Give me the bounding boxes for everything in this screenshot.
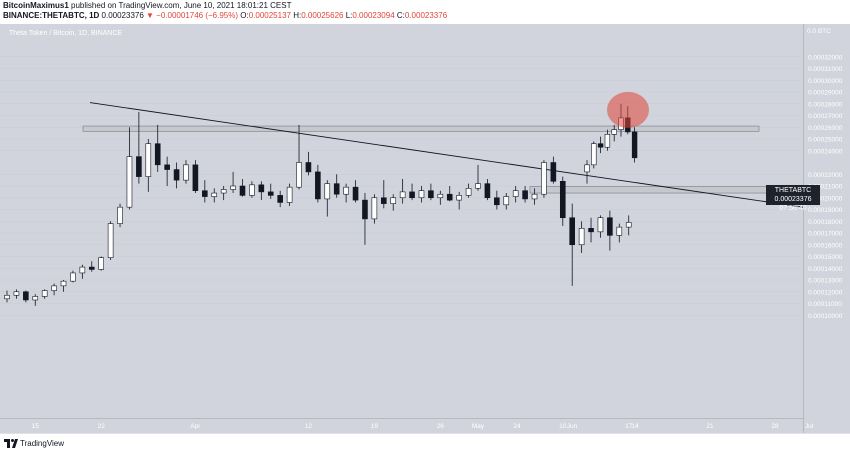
ohlc-line: BINANCE:THETABTC, 1D 0.00023376 ▼ −0.000… xyxy=(3,11,447,20)
badge-price: 0.00023376 xyxy=(774,196,812,203)
badge-symbol: THETABTC xyxy=(774,187,812,194)
open-value: 0.00025137 xyxy=(248,11,291,20)
close-value: 0.00023376 xyxy=(404,11,448,20)
open-label: O: xyxy=(240,11,249,20)
publication-header: BitcoinMaximus1 published on TradingView… xyxy=(0,0,850,24)
last-price-badge: THETABTC 0.00023376 07:58:40 xyxy=(766,185,820,212)
tradingview-logo-icon xyxy=(4,439,18,448)
close-label: C: xyxy=(396,11,405,20)
author-name[interactable]: BitcoinMaximus1 xyxy=(3,1,69,10)
time-axis[interactable] xyxy=(0,418,803,433)
high-value: 0.00025626 xyxy=(301,11,344,20)
symbol-line: BINANCE:THETABTC, 1D xyxy=(3,11,100,20)
author-line: BitcoinMaximus1 published on TradingView… xyxy=(3,1,291,10)
footer: TradingView xyxy=(0,433,850,453)
brand-name[interactable]: TradingView xyxy=(20,439,65,448)
badge-countdown: 07:58:40 xyxy=(779,205,807,212)
chart-title: Theta Token / Bitcoin, 1D, BINANCE xyxy=(9,30,123,37)
chart-pane[interactable] xyxy=(0,24,803,433)
low-value: 0.00023094 xyxy=(352,11,395,20)
change-text: ▼ −0.00001746 (−6.95%) xyxy=(146,11,239,20)
price-axis[interactable] xyxy=(803,24,850,433)
low-label: L: xyxy=(345,11,353,20)
published-text: published on TradingView.com, June 10, 2… xyxy=(71,1,292,10)
high-label: H: xyxy=(293,11,302,20)
last-value: 0.00023376 xyxy=(101,11,144,20)
